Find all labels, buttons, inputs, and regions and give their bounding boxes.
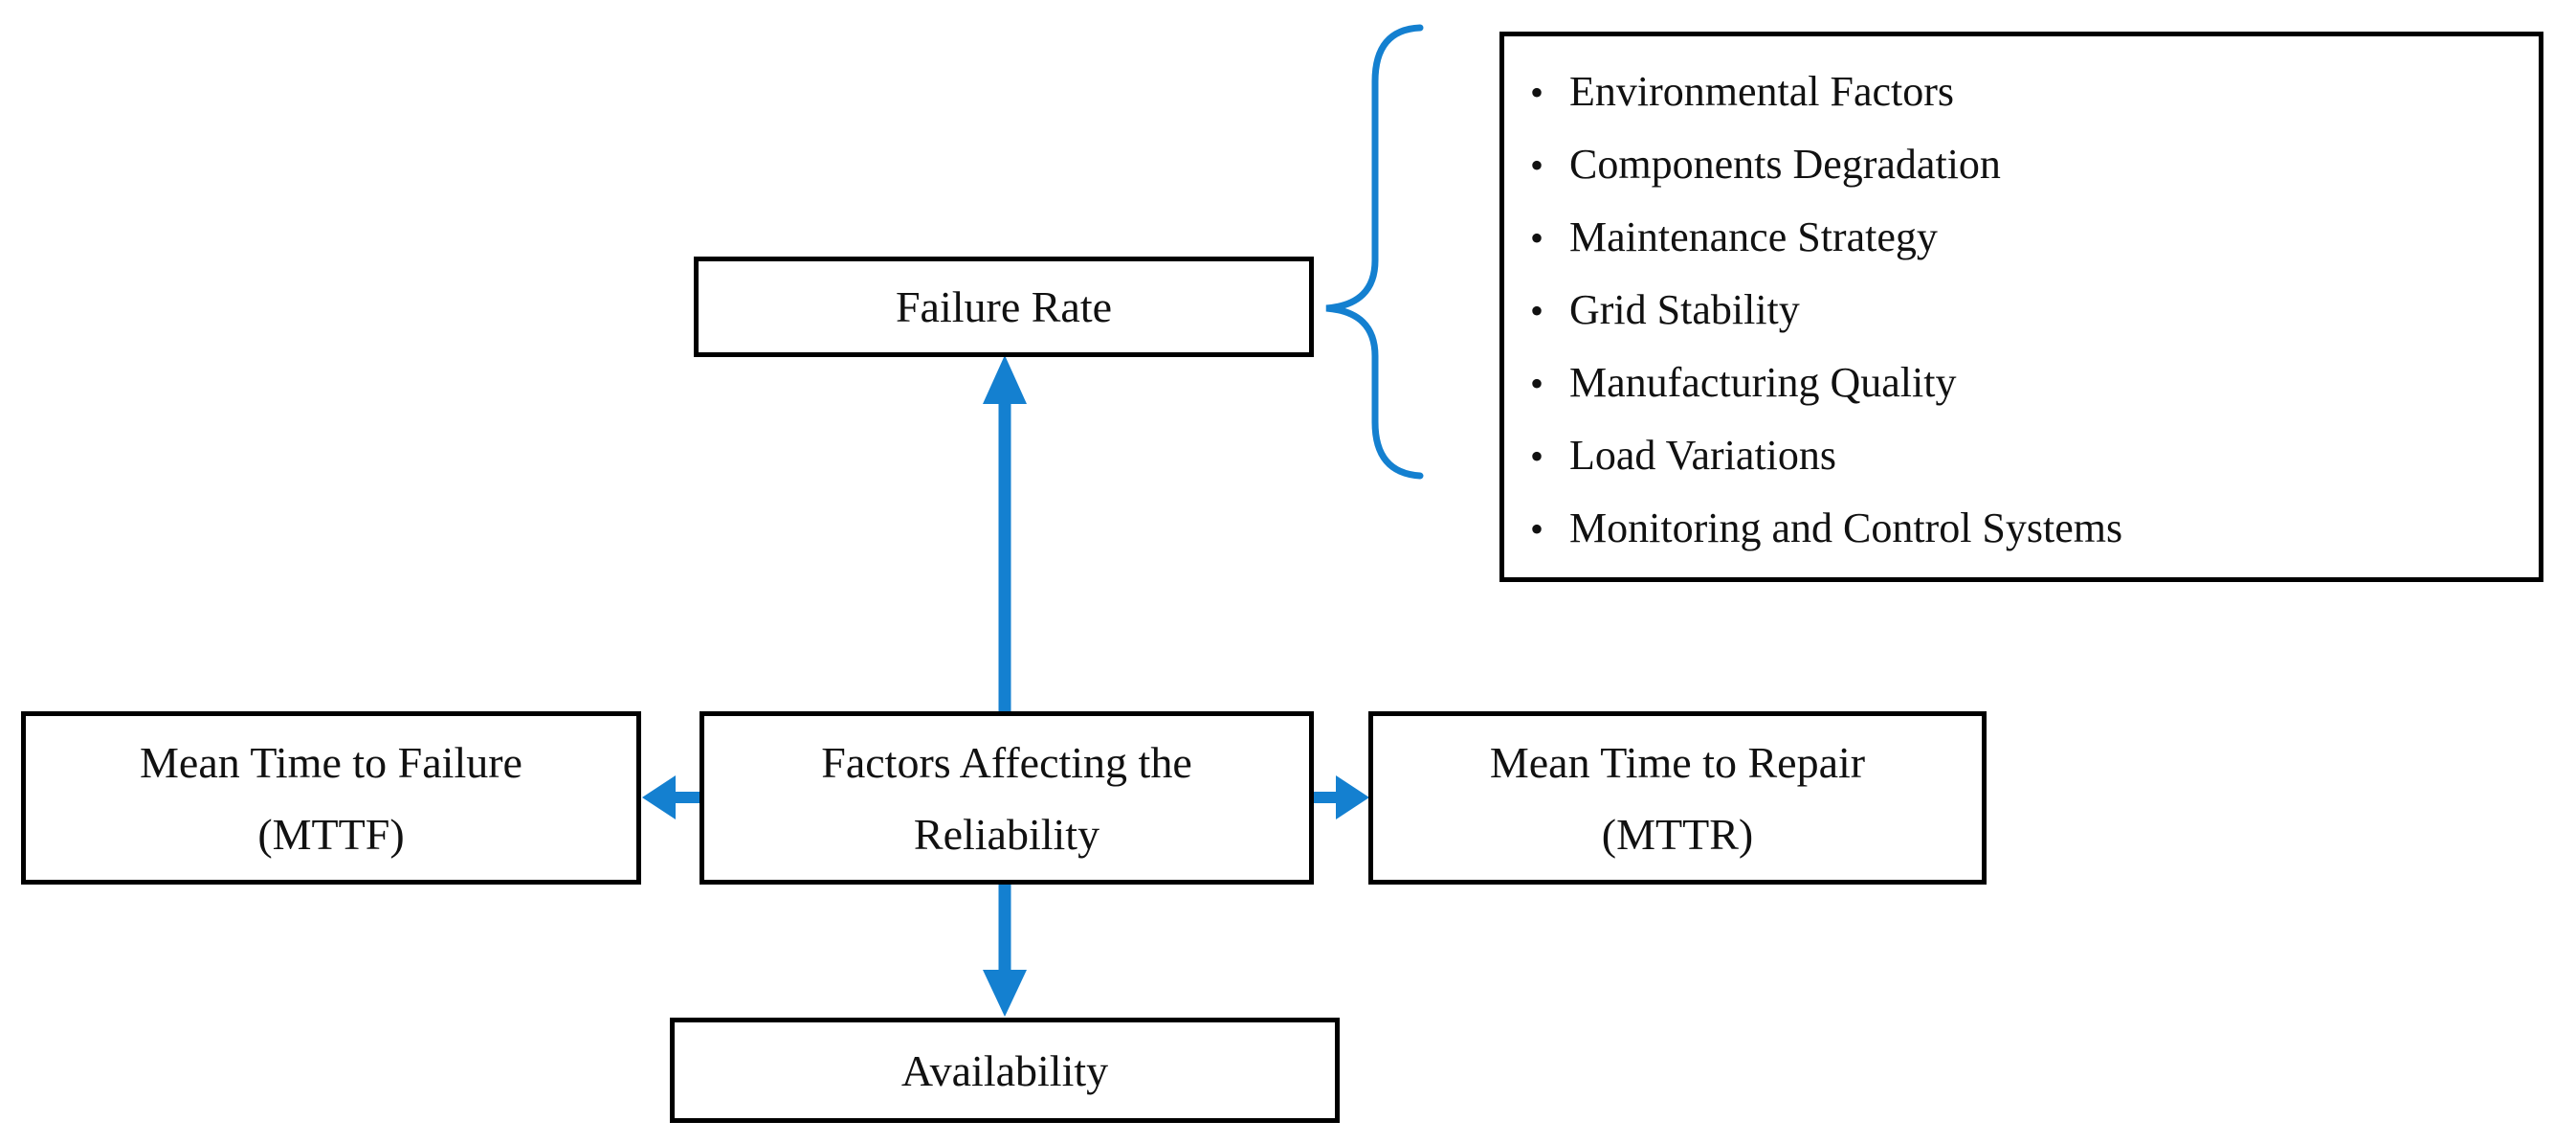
- factors-affecting-reliability-box: Factors Affecting the Reliability: [700, 711, 1314, 885]
- factor-list-item: • Monitoring and Control Systems: [1518, 492, 2529, 565]
- factor-list-item: • Components Degradation: [1518, 128, 2529, 201]
- factor-list-item-label: Monitoring and Control Systems: [1569, 505, 2123, 551]
- bullet-icon: •: [1529, 71, 1543, 114]
- bullet-icon: •: [1529, 507, 1543, 550]
- mttr-label-line2: (MTTR): [1601, 809, 1754, 859]
- mttr-label-line1: Mean Time to Repair: [1489, 737, 1866, 787]
- factors-label-line2: Reliability: [913, 809, 1100, 859]
- bullet-icon: •: [1529, 435, 1543, 478]
- mttr-box: Mean Time to Repair (MTTR): [1368, 711, 1987, 885]
- curly-brace: [1325, 24, 1424, 480]
- bullet-icon: •: [1529, 289, 1543, 332]
- bullet-icon: •: [1529, 216, 1543, 259]
- mttf-label-line1: Mean Time to Failure: [140, 737, 522, 787]
- availability-label: Availability: [900, 1045, 1109, 1095]
- factor-list-item: • Load Variations: [1518, 419, 2529, 492]
- factor-list-item: • Environmental Factors: [1518, 56, 2529, 128]
- bullet-icon: •: [1529, 144, 1543, 187]
- mttf-box: Mean Time to Failure (MTTF): [21, 711, 641, 885]
- bullet-icon: •: [1529, 362, 1543, 405]
- factor-list-item: • Manufacturing Quality: [1518, 347, 2529, 419]
- factor-list-item-label: Environmental Factors: [1569, 68, 1955, 115]
- factor-list-item-label: Components Degradation: [1569, 141, 2001, 188]
- factor-list-item: • Maintenance Strategy: [1518, 201, 2529, 274]
- mttf-label-line2: (MTTF): [257, 809, 405, 859]
- factor-list-item-label: Manufacturing Quality: [1569, 359, 1957, 406]
- factor-list-item-label: Maintenance Strategy: [1569, 213, 1938, 260]
- factor-list-item-label: Grid Stability: [1569, 286, 1800, 333]
- arrow-up: [983, 355, 1027, 713]
- factors-label-line1: Factors Affecting the: [821, 737, 1192, 787]
- failure-rate-box: Failure Rate: [694, 257, 1314, 357]
- arrow-right: [1313, 775, 1369, 819]
- arrow-left: [642, 775, 700, 819]
- failure-rate-factors-box: • Environmental Factors • Components Degrad…: [1499, 32, 2543, 582]
- factor-list-item-label: Load Variations: [1569, 432, 1837, 479]
- factor-list-item: • Grid Stability: [1518, 274, 2529, 347]
- arrow-down: [983, 884, 1027, 1017]
- failure-rate-label: Failure Rate: [895, 282, 1113, 331]
- availability-box: Availability: [670, 1018, 1340, 1123]
